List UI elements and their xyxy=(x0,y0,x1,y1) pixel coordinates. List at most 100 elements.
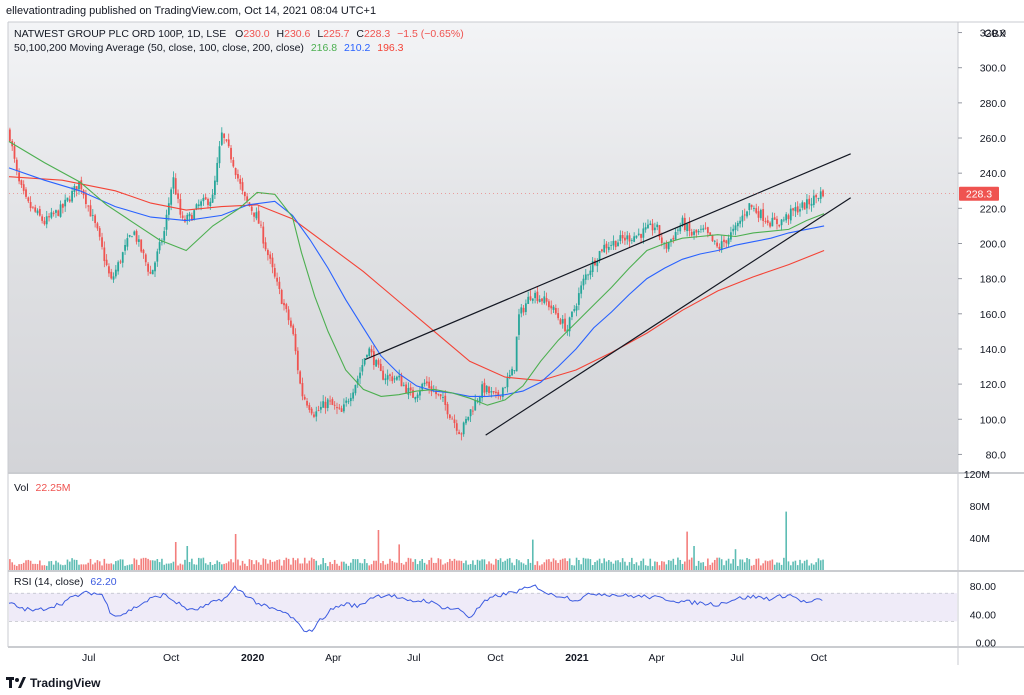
candle-body xyxy=(780,219,783,226)
volume-bar xyxy=(96,560,99,570)
candle-body xyxy=(147,263,149,272)
volume-bar xyxy=(128,564,131,570)
volume-bar xyxy=(177,565,179,570)
volume-bar xyxy=(202,557,205,570)
candle-body xyxy=(587,274,589,276)
volume-bar xyxy=(700,562,702,570)
candle-body xyxy=(43,220,46,225)
candle-body xyxy=(591,261,594,273)
volume-bar xyxy=(191,558,193,570)
candle-body xyxy=(370,349,373,353)
volume-bar xyxy=(513,565,516,570)
volume-bar xyxy=(587,558,589,570)
volume-bar xyxy=(693,546,695,570)
volume-bar xyxy=(439,559,442,570)
volume-bar xyxy=(741,559,744,570)
volume-bar xyxy=(704,566,707,570)
candle-body xyxy=(534,292,536,299)
volume-bar xyxy=(188,562,191,570)
candle-body xyxy=(725,240,728,244)
volume-tick-label: 120M xyxy=(964,469,990,481)
candle-body xyxy=(658,225,661,238)
volume-bar xyxy=(541,564,543,570)
candle-body xyxy=(50,212,53,218)
volume-bar xyxy=(310,557,313,570)
candle-body xyxy=(253,212,255,217)
volume-bar xyxy=(126,565,129,570)
volume-bar xyxy=(663,561,665,570)
volume-bar xyxy=(658,565,661,570)
candle-body xyxy=(303,396,306,400)
candle-body xyxy=(163,231,166,241)
volume-bar xyxy=(98,561,101,570)
candle-body xyxy=(822,190,824,197)
volume-bar xyxy=(619,562,622,570)
candle-body xyxy=(580,285,583,294)
candle-body xyxy=(227,139,230,147)
volume-bar xyxy=(317,565,320,570)
volume-bar xyxy=(665,564,668,570)
volume-bar xyxy=(299,563,301,570)
candle-body xyxy=(776,218,778,225)
volume-bar xyxy=(787,561,790,570)
volume-bar xyxy=(409,558,412,570)
volume-bar xyxy=(405,561,407,570)
candle-body xyxy=(488,386,490,393)
volume-bar xyxy=(384,564,387,570)
candle-body xyxy=(538,299,541,302)
candle-body xyxy=(313,414,315,417)
candle-body xyxy=(324,401,327,409)
volume-bar xyxy=(732,559,735,570)
volume-bar xyxy=(278,559,281,570)
candle-body xyxy=(405,384,407,394)
legend-o-label: O xyxy=(235,28,243,40)
volume-bar xyxy=(315,560,318,570)
volume-bar xyxy=(776,562,778,570)
candle-body xyxy=(255,212,258,219)
legend-ma50-value: 216.8 xyxy=(311,42,337,54)
candle-body xyxy=(200,201,202,206)
volume-bar xyxy=(92,564,94,570)
candle-body xyxy=(218,146,221,164)
volume-bar xyxy=(350,562,352,570)
candle-body xyxy=(98,228,101,237)
volume-bar xyxy=(147,558,149,570)
volume-bar xyxy=(460,560,463,570)
candle-body xyxy=(250,206,253,211)
candle-body xyxy=(264,242,267,250)
candle-body xyxy=(734,225,737,231)
rsi-tick-label: 80.00 xyxy=(970,581,996,593)
volume-bar xyxy=(133,558,136,570)
candle-body xyxy=(543,296,546,303)
candle-body xyxy=(444,395,447,405)
candle-body xyxy=(343,404,345,412)
trendline-1[interactable] xyxy=(364,153,851,361)
price-tick-label: 320.0 xyxy=(980,28,1006,40)
trendline-2[interactable] xyxy=(485,197,852,436)
volume-bar xyxy=(506,558,509,570)
volume-bar xyxy=(739,559,741,570)
candle-body xyxy=(96,223,99,229)
volume-bar xyxy=(649,558,652,570)
volume-bar xyxy=(142,557,145,570)
candle-body xyxy=(819,191,822,199)
volume-bar xyxy=(375,560,377,570)
candle-body xyxy=(439,394,442,397)
volume-bar xyxy=(596,560,599,570)
volume-bar xyxy=(313,558,315,570)
candle-body xyxy=(575,306,578,311)
volume-bar xyxy=(813,564,815,570)
candle-body xyxy=(110,271,113,279)
volume-bar xyxy=(449,558,451,570)
volume-bar xyxy=(195,564,198,570)
volume-bar xyxy=(105,563,108,570)
candle-body xyxy=(693,231,695,235)
candle-body xyxy=(736,222,739,227)
candle-body xyxy=(48,216,50,218)
candle-body xyxy=(614,240,617,248)
volume-bar xyxy=(660,561,663,570)
candle-body xyxy=(294,333,297,352)
candle-body xyxy=(471,410,474,412)
volume-bar xyxy=(412,561,414,570)
candle-body xyxy=(55,210,57,213)
